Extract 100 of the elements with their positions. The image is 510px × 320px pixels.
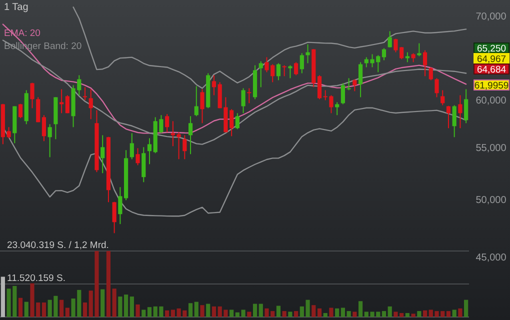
bar [100,289,105,317]
candlestick [42,114,46,142]
candlestick [30,82,34,109]
text: 61,9959 [474,80,509,92]
bar [340,308,346,317]
bar [458,308,462,317]
candlestick [60,88,64,114]
bar [206,304,210,317]
bar [276,306,281,317]
candlestick [165,114,170,133]
bar [317,308,322,317]
bar [18,298,23,317]
candlestick [294,62,298,76]
candlestick [142,146,146,183]
candlestick [182,134,187,160]
ref-line-label: 11.520.159 S. [7,273,66,284]
candlestick [65,94,70,114]
bar [230,310,234,317]
bar [0,276,5,317]
bar [464,300,468,317]
bar [82,302,88,317]
candlestick [428,66,433,81]
chart-title: 1 Tag [4,2,28,13]
bar [165,310,170,317]
candlestick [434,78,439,98]
y-tick-label: 60,000 [476,96,507,107]
bar [42,302,46,317]
bar [294,311,298,317]
candlestick [136,148,140,166]
bar [258,304,263,317]
bar [335,308,340,317]
bar [382,311,386,317]
candlestick [276,62,281,81]
bar [124,294,128,317]
bar [312,305,316,317]
y-tick-label: 45,000 [476,252,507,264]
bar [252,304,258,317]
bar [170,310,175,317]
bar [417,311,422,317]
y-tick-label: 70,000 [476,12,507,23]
bar [388,306,392,317]
candlestick [258,60,263,88]
bar [142,310,146,317]
bar [282,311,286,317]
candlestick [188,116,193,155]
bar [358,301,363,317]
candlestick [247,88,252,104]
candlestick [235,112,240,130]
bar [247,312,252,317]
candlestick [352,78,357,92]
candlestick [346,78,351,91]
candlestick [147,138,152,165]
candlestick [382,48,386,61]
candlestick [88,88,93,120]
candlestick [388,30,392,48]
line-series [72,6,467,89]
candlestick [212,74,216,96]
bar [136,304,140,317]
candlestick [241,88,246,114]
candlestick [446,105,451,129]
candlestick [130,132,134,160]
bar [329,308,334,317]
candlestick [417,42,422,57]
candlestick [440,90,445,106]
candlestick [405,52,410,63]
bar [106,251,111,317]
candlestick [176,132,181,160]
bar [118,296,122,317]
candlestick [100,134,105,174]
candlestick [200,88,204,124]
candlestick [422,50,428,77]
candlestick [464,88,468,124]
bar [188,303,193,317]
candlestick [170,120,175,147]
candlestick [358,62,363,98]
candlestick [48,124,52,158]
text: 64,684 [476,64,506,76]
text: 64,967 [476,54,506,65]
bar [288,312,292,317]
candlestick [317,74,322,100]
candlestick [194,86,198,117]
candlestick [282,64,286,77]
bar [446,311,451,317]
candlestick [112,201,116,234]
text: 65,250 [476,44,506,54]
bar [147,307,152,317]
candlestick [335,102,340,116]
line-series [2,24,467,134]
annotation: 23.040.319 S. / 1,2 Mrd. [7,240,109,251]
bar [405,313,410,317]
candlestick [452,104,456,138]
bar [452,310,456,317]
bar [346,311,351,317]
candlestick [458,94,462,129]
bar [212,306,216,317]
bar [323,313,328,317]
candlestick [82,86,88,101]
bar [60,300,64,317]
bar [194,302,198,317]
bar [411,314,416,317]
